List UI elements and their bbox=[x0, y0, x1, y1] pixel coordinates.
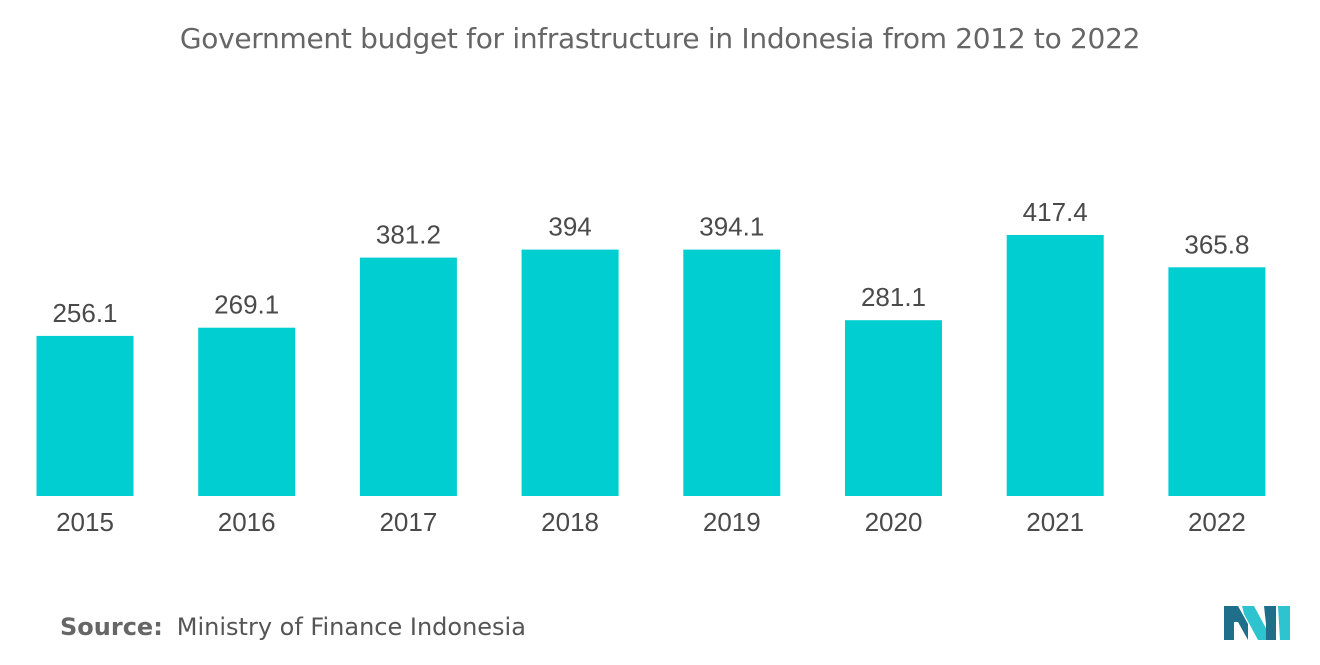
mordor-logo-icon bbox=[1224, 606, 1290, 640]
bar-2019 bbox=[683, 249, 781, 496]
x-tick-label-2020: 2020 bbox=[865, 507, 923, 537]
source-text: Ministry of Finance Indonesia bbox=[176, 613, 526, 641]
value-labels-group: 256.1 269.1 381.2 394 394.1 281.1 417.4 365.8 bbox=[52, 197, 1249, 328]
bar-2016 bbox=[198, 327, 296, 496]
bar-chart: 256.1 269.1 381.2 394 394.1 281.1 417.4 365.8 2… bbox=[36, 197, 1266, 537]
x-axis-tick-labels: 2015 2016 2017 2018 2019 2020 2021 2022 bbox=[56, 507, 1246, 537]
value-label-2021: 417.4 bbox=[1023, 197, 1088, 227]
x-tick-label-2021: 2021 bbox=[1026, 507, 1084, 537]
x-tick-label-2016: 2016 bbox=[218, 507, 276, 537]
bar-2022 bbox=[1168, 267, 1266, 496]
bar-2020 bbox=[845, 320, 942, 496]
bar-2015 bbox=[36, 335, 134, 496]
value-label-2019: 394.1 bbox=[699, 212, 764, 242]
x-tick-label-2017: 2017 bbox=[379, 507, 437, 537]
bar-2018 bbox=[521, 249, 619, 496]
source-label: Source: bbox=[60, 613, 163, 641]
bars-group bbox=[36, 235, 1266, 496]
value-label-2015: 256.1 bbox=[52, 298, 117, 328]
value-label-2018: 394 bbox=[548, 212, 591, 242]
bar-2021 bbox=[1006, 235, 1104, 496]
bar-2017 bbox=[359, 257, 457, 496]
x-tick-label-2018: 2018 bbox=[541, 507, 599, 537]
value-label-2017: 381.2 bbox=[376, 220, 441, 250]
source-note: Source: Ministry of Finance Indonesia bbox=[60, 613, 526, 641]
value-label-2020: 281.1 bbox=[861, 282, 926, 312]
x-tick-label-2019: 2019 bbox=[703, 507, 761, 537]
x-tick-label-2015: 2015 bbox=[56, 507, 114, 537]
chart-title: Government budget for infrastructure in … bbox=[179, 22, 1141, 55]
value-label-2016: 269.1 bbox=[214, 290, 279, 320]
value-label-2022: 365.8 bbox=[1184, 229, 1249, 259]
x-tick-label-2022: 2022 bbox=[1188, 507, 1246, 537]
